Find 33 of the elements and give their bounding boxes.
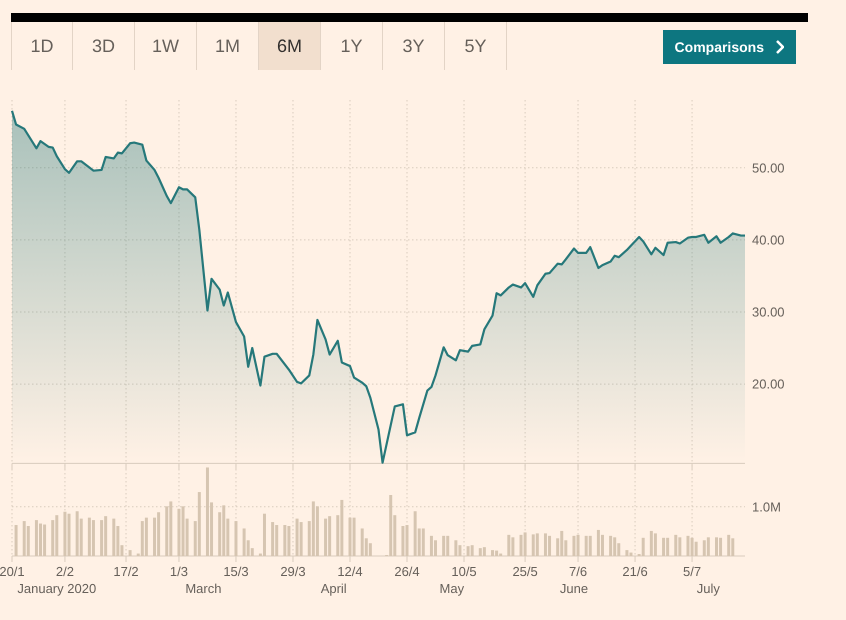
x-tick-label: 29/3 <box>280 564 306 579</box>
x-tick-label: 15/3 <box>223 564 249 579</box>
category-label: 1D <box>11 22 73 70</box>
x-tick-label: 10/5 <box>451 564 477 579</box>
category-label: 1W <box>135 22 197 70</box>
x2-tick-label: June <box>560 581 588 596</box>
y-tick-label: 1.0M <box>752 499 781 514</box>
category-label: 5Y <box>445 22 507 70</box>
category-label: Comparisons <box>674 39 764 55</box>
x2-tick-label: January 2020 <box>17 581 96 596</box>
category-label: 3D <box>73 22 135 70</box>
x-tick-label: 5/7 <box>683 564 702 579</box>
category-label: 6M <box>259 22 321 70</box>
x-tick-label: 21/6 <box>622 564 648 579</box>
y-tick-label: 50.00 <box>752 160 785 176</box>
x-tick-label: 20/1 <box>0 564 25 579</box>
x-tick-label: 7/6 <box>569 564 588 579</box>
y-tick-label: 20.00 <box>752 376 785 392</box>
y-tick-label: 40.00 <box>752 232 785 248</box>
x2-tick-label: May <box>440 581 465 596</box>
x2-tick-label: March <box>185 581 222 596</box>
x-tick-label: 26/4 <box>394 564 420 579</box>
x-tick-label: 2/2 <box>56 564 74 579</box>
category-label: 1Y <box>321 22 383 70</box>
x-tick-label: 12/4 <box>337 564 363 579</box>
category-label: 1M <box>197 22 259 70</box>
x-tick-label: 17/2 <box>113 564 139 579</box>
x2-tick-label: April <box>320 581 347 596</box>
x2-tick-label: July <box>696 581 720 596</box>
x-tick-label: 25/5 <box>512 564 538 579</box>
y-tick-label: 30.00 <box>752 304 785 320</box>
category-label: 3Y <box>383 22 445 70</box>
x-tick-label: 1/3 <box>170 564 188 579</box>
